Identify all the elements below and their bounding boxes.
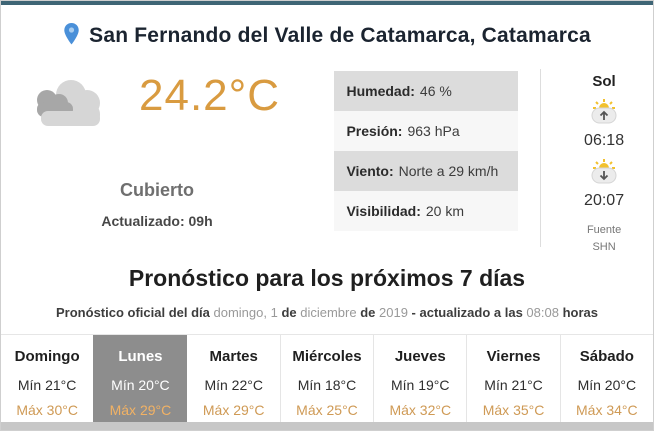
day-max-temp: Máx 34°C bbox=[576, 402, 638, 418]
current-condition: Cubierto bbox=[120, 180, 194, 200]
detail-label: Presión: bbox=[346, 123, 403, 139]
table-divider bbox=[1, 334, 653, 335]
cloudy-icon bbox=[17, 73, 109, 140]
sunrise-icon bbox=[561, 98, 647, 130]
day-min-temp: Mín 20°C bbox=[577, 377, 637, 393]
day-min-temp: Mín 19°C bbox=[391, 377, 450, 393]
detail-label: Viento: bbox=[346, 163, 394, 179]
forecast-day-jueves[interactable]: Jueves Mín 19°C Máx 32°C bbox=[373, 335, 466, 425]
detail-row: Visibilidad: 20 km bbox=[334, 191, 519, 231]
updated-time: Actualizado: 09h bbox=[101, 213, 213, 229]
source-label: Fuente SHN bbox=[561, 222, 647, 255]
subtitle-segment: diciembre bbox=[300, 305, 361, 320]
source-name: SHN bbox=[592, 240, 616, 253]
forecast-day-viernes[interactable]: Viernes Mín 21°C Máx 35°C bbox=[466, 335, 559, 425]
subtitle-segment: de bbox=[360, 305, 379, 320]
day-max-temp: Máx 35°C bbox=[482, 402, 545, 418]
horizontal-scrollbar[interactable] bbox=[1, 422, 653, 430]
sun-title: Sol bbox=[592, 73, 616, 90]
forecast-title: Pronóstico para los próximos 7 días bbox=[128, 265, 526, 291]
forecast-header: Pronóstico para los próximos 7 días Pron… bbox=[1, 265, 653, 320]
forecast-subtitle: Pronóstico oficial del día domingo, 1 de… bbox=[1, 305, 653, 320]
detail-value: 20 km bbox=[425, 203, 465, 219]
current-left: 24.2°C Cubierto Actualizado: 09h bbox=[7, 65, 334, 247]
day-max-temp: Máx 25°C bbox=[296, 402, 358, 418]
subtitle-segment: - actualizado a las bbox=[411, 305, 527, 320]
sun-panel: Sol 06:18 bbox=[561, 65, 647, 253]
day-min-temp: Mín 21°C bbox=[17, 377, 77, 393]
location-title: San Fernando del Valle de Catamarca, Cat… bbox=[89, 24, 591, 47]
day-name: Lunes bbox=[118, 348, 163, 365]
day-min-temp: Mín 22°C bbox=[204, 377, 263, 393]
top-accent-bar bbox=[1, 1, 653, 5]
detail-value: 963 hPa bbox=[407, 123, 460, 139]
day-min-temp: Mín 21°C bbox=[484, 377, 543, 393]
day-name: Miércoles bbox=[292, 348, 362, 365]
subtitle-segment: domingo, 1 bbox=[213, 305, 282, 320]
subtitle-segment: horas bbox=[562, 305, 598, 320]
day-min-temp: Mín 18°C bbox=[297, 377, 357, 393]
source-word: Fuente bbox=[586, 224, 622, 236]
detail-row: Humedad: 46 % bbox=[334, 71, 519, 111]
subtitle-segment: Pronóstico oficial del día bbox=[56, 305, 214, 320]
day-min-temp: Mín 20°C bbox=[111, 377, 170, 393]
detail-label: Humedad: bbox=[346, 83, 415, 99]
day-max-temp: Máx 32°C bbox=[389, 402, 452, 418]
details-panel: Humedad: 46 % Presión: 963 hPa Viento: Norte … bbox=[334, 71, 519, 247]
forecast-days-table: Domingo Mín 21°C Máx 30°C Lunes Mín 20°C Máx … bbox=[1, 335, 653, 425]
subtitle-segment: 2019 bbox=[379, 305, 412, 320]
vertical-divider bbox=[540, 69, 542, 247]
day-max-temp: Máx 29°C bbox=[109, 402, 172, 418]
forecast-day-martes[interactable]: Martes Mín 22°C Máx 29°C bbox=[187, 335, 280, 425]
day-name: Domingo bbox=[14, 348, 80, 365]
forecast-day-miercoles[interactable]: Miércoles Mín 18°C Máx 25°C bbox=[279, 335, 373, 425]
detail-value: Norte a 29 km/h bbox=[398, 163, 499, 179]
forecast-day-sabado[interactable]: Sábado Mín 20°C Máx 34°C bbox=[559, 335, 653, 425]
current-conditions: 24.2°C Cubierto Actualizado: 09h Humedad… bbox=[1, 59, 653, 253]
day-max-temp: Máx 30°C bbox=[16, 402, 78, 418]
forecast-day-lunes[interactable]: Lunes Mín 20°C Máx 29°C bbox=[93, 335, 187, 425]
sunset-icon bbox=[561, 158, 647, 190]
current-temperature: 24.2°C bbox=[139, 71, 281, 120]
subtitle-segment: de bbox=[281, 305, 301, 320]
sunrise-time: 06:18 bbox=[584, 132, 625, 149]
header: San Fernando del Valle de Catamarca, Cat… bbox=[1, 5, 653, 59]
detail-label: Visibilidad: bbox=[346, 203, 421, 219]
detail-value: 46 % bbox=[419, 83, 452, 99]
day-name: Viernes bbox=[486, 348, 541, 365]
sunset-time: 20:07 bbox=[584, 192, 625, 209]
detail-row: Presión: 963 hPa bbox=[334, 111, 519, 151]
day-name: Sábado bbox=[579, 348, 634, 365]
forecast-day-domingo[interactable]: Domingo Mín 21°C Máx 30°C bbox=[1, 335, 93, 425]
detail-row: Viento: Norte a 29 km/h bbox=[334, 151, 519, 191]
day-name: Martes bbox=[209, 348, 258, 365]
subtitle-segment: 08:08 bbox=[526, 305, 563, 320]
location-pin-icon bbox=[63, 22, 80, 51]
day-name: Jueves bbox=[394, 348, 446, 365]
day-max-temp: Máx 29°C bbox=[202, 402, 265, 418]
